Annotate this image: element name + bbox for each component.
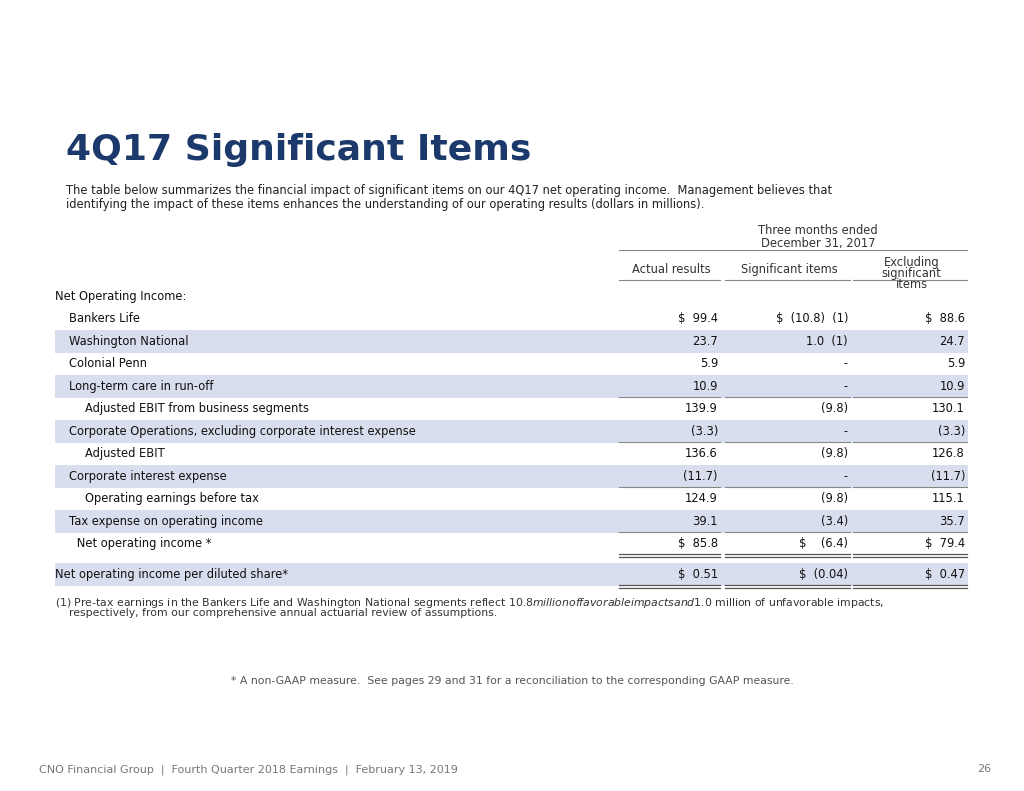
- Text: $  85.8: $ 85.8: [678, 537, 718, 551]
- Text: Actual results: Actual results: [632, 263, 711, 276]
- Text: (11.7): (11.7): [683, 470, 718, 483]
- Text: 39.1: 39.1: [692, 515, 718, 528]
- Text: (9.8): (9.8): [821, 447, 848, 460]
- Text: 24.7: 24.7: [939, 335, 965, 348]
- Text: Adjusted EBIT: Adjusted EBIT: [85, 447, 165, 460]
- Text: -: -: [844, 425, 848, 437]
- Text: $  0.47: $ 0.47: [925, 568, 965, 581]
- Text: $  (0.04): $ (0.04): [799, 568, 848, 581]
- Text: Bankers Life: Bankers Life: [69, 312, 140, 325]
- Text: Net operating income per diluted share*: Net operating income per diluted share*: [55, 568, 288, 581]
- Text: 130.1: 130.1: [932, 403, 965, 415]
- Text: identifying the impact of these items enhances the understanding of our operatin: identifying the impact of these items en…: [66, 198, 705, 211]
- Text: 126.8: 126.8: [932, 447, 965, 460]
- Text: 5.9: 5.9: [947, 358, 965, 370]
- Text: Washington National: Washington National: [69, 335, 188, 348]
- Text: Three months ended: Three months ended: [758, 224, 878, 237]
- Text: (3.4): (3.4): [821, 515, 848, 528]
- Text: 4Q17 Significant Items: 4Q17 Significant Items: [66, 133, 531, 167]
- Text: Corporate Operations, excluding corporate interest expense: Corporate Operations, excluding corporat…: [69, 425, 416, 437]
- Text: Corporate interest expense: Corporate interest expense: [69, 470, 226, 483]
- Bar: [55, 375, 968, 398]
- Text: (11.7): (11.7): [931, 470, 965, 483]
- Bar: [55, 563, 968, 585]
- Text: * A non-GAAP measure.  See pages 29 and 31 for a reconciliation to the correspon: * A non-GAAP measure. See pages 29 and 3…: [230, 676, 794, 686]
- Text: -: -: [844, 470, 848, 483]
- Text: (3.3): (3.3): [938, 425, 965, 437]
- Text: respectively, from our comprehensive annual actuarial review of assumptions.: respectively, from our comprehensive ann…: [55, 608, 497, 619]
- Text: (1) Pre-tax earnings in the Bankers Life and Washington National segments reflec: (1) Pre-tax earnings in the Bankers Life…: [55, 596, 885, 610]
- Text: 10.9: 10.9: [940, 380, 965, 393]
- Text: Tax expense on operating income: Tax expense on operating income: [69, 515, 263, 528]
- Text: Long-term care in run-off: Long-term care in run-off: [69, 380, 213, 393]
- Text: Operating earnings before tax: Operating earnings before tax: [85, 492, 259, 505]
- Text: Excluding: Excluding: [884, 256, 939, 269]
- Bar: [55, 420, 968, 442]
- Text: -: -: [844, 358, 848, 370]
- Text: Significant items: Significant items: [740, 263, 838, 276]
- Text: 26: 26: [977, 764, 991, 774]
- Text: $  88.6: $ 88.6: [925, 312, 965, 325]
- Text: 23.7: 23.7: [692, 335, 718, 348]
- Text: December 31, 2017: December 31, 2017: [761, 237, 876, 250]
- Text: 139.9: 139.9: [685, 403, 718, 415]
- Text: $  79.4: $ 79.4: [925, 537, 965, 551]
- Text: 136.6: 136.6: [685, 447, 718, 460]
- Text: 10.9: 10.9: [692, 380, 718, 393]
- Text: 5.9: 5.9: [699, 358, 718, 370]
- Text: (9.8): (9.8): [821, 492, 848, 505]
- Text: CNO Financial Group  |  Fourth Quarter 2018 Earnings  |  February 13, 2019: CNO Financial Group | Fourth Quarter 201…: [39, 764, 458, 774]
- Text: 1.0  (1): 1.0 (1): [806, 335, 848, 348]
- Text: 124.9: 124.9: [685, 492, 718, 505]
- Text: 35.7: 35.7: [939, 515, 965, 528]
- Bar: [55, 330, 968, 353]
- Bar: [55, 510, 968, 532]
- Text: $    (6.4): $ (6.4): [799, 537, 848, 551]
- Text: significant: significant: [882, 267, 941, 280]
- Text: -: -: [844, 380, 848, 393]
- Text: 115.1: 115.1: [932, 492, 965, 505]
- Text: Adjusted EBIT from business segments: Adjusted EBIT from business segments: [85, 403, 309, 415]
- Text: (9.8): (9.8): [821, 403, 848, 415]
- Text: The table below summarizes the financial impact of significant items on our 4Q17: The table below summarizes the financial…: [66, 184, 833, 197]
- Text: (3.3): (3.3): [690, 425, 718, 437]
- Text: items: items: [895, 278, 928, 291]
- Text: $  99.4: $ 99.4: [678, 312, 718, 325]
- Text: $  0.51: $ 0.51: [678, 568, 718, 581]
- Text: $  (10.8)  (1): $ (10.8) (1): [775, 312, 848, 325]
- Text: Colonial Penn: Colonial Penn: [69, 358, 147, 370]
- Text: Net operating income *: Net operating income *: [55, 537, 211, 551]
- Text: Net Operating Income:: Net Operating Income:: [55, 290, 186, 303]
- Bar: [55, 465, 968, 487]
